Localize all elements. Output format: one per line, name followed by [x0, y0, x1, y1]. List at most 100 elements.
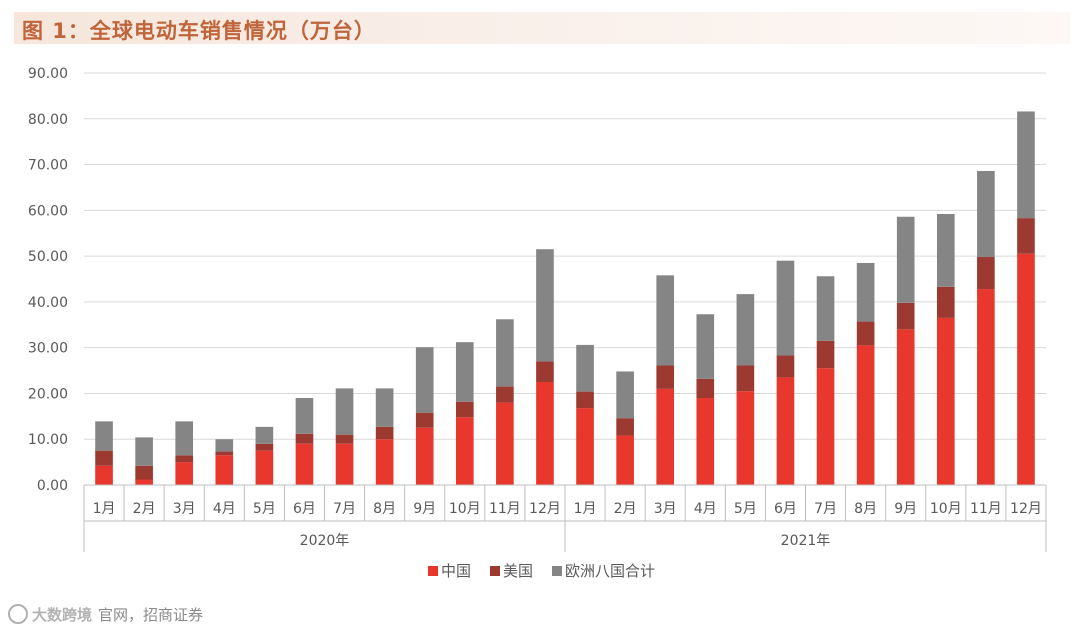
source-text: 官网，招商证券: [98, 606, 204, 624]
bar-usa-2020-10月: [455, 401, 474, 418]
y-tick-label: 20.00: [28, 386, 68, 402]
x-tick-label: 5月: [253, 501, 276, 517]
bar-usa-2020-7月: [335, 434, 354, 444]
bar-europe-2021-8月: [856, 262, 875, 322]
bar-europe-2021-3月: [656, 275, 675, 366]
bar-china-2021-2月: [616, 435, 634, 485]
bar-europe-2020-11月: [496, 319, 514, 387]
x-tick-label: 6月: [293, 501, 316, 517]
bar-china-2021-11月: [977, 289, 995, 485]
x-tick-label: 3月: [654, 501, 677, 517]
y-tick-label: 40.00: [28, 295, 68, 311]
y-tick-label: 60.00: [28, 203, 68, 219]
x-tick-label: 8月: [373, 501, 396, 517]
bar-china-2021-7月: [816, 368, 835, 485]
x-tick-label: 12月: [1010, 501, 1042, 517]
x-tick-label: 3月: [173, 501, 196, 517]
bar-china-2020-1月: [95, 465, 113, 485]
x-tick-label: 10月: [449, 501, 481, 517]
bar-europe-2021-2月: [616, 371, 634, 419]
bar-usa-2020-5月: [255, 443, 274, 451]
bar-china-2021-10月: [936, 317, 955, 485]
bar-usa-2020-3月: [175, 455, 194, 463]
bar-usa-2021-12月: [1017, 218, 1035, 254]
bar-europe-2020-10月: [455, 342, 474, 402]
bar-china-2020-8月: [375, 439, 394, 485]
bar-usa-2021-10月: [936, 286, 955, 318]
bar-china-2020-9月: [415, 427, 434, 485]
y-tick-label: 50.00: [28, 249, 68, 265]
bar-china-2020-10月: [455, 417, 474, 485]
bar-europe-2021-9月: [896, 216, 915, 303]
legend-label-0: 中国: [441, 562, 471, 580]
bar-europe-2020-8月: [375, 388, 394, 427]
bar-europe-2020-4月: [215, 439, 234, 452]
bar-usa-2021-7月: [816, 340, 835, 369]
x-tick-label: 2月: [133, 501, 156, 517]
bar-europe-2020-7月: [335, 388, 354, 435]
x-tick-label: 12月: [529, 501, 561, 517]
legend-label-1: 美国: [503, 562, 533, 580]
watermark-text: 大数跨境: [32, 606, 93, 624]
legend-swatch-2: [552, 566, 562, 576]
x-tick-label: 10月: [930, 501, 962, 517]
bar-usa-2021-6月: [776, 355, 795, 378]
x-tick-label: 6月: [774, 501, 797, 517]
bar-china-2020-2月: [135, 479, 153, 485]
x-tick-label: 9月: [894, 501, 917, 517]
y-tick-label: 90.00: [28, 66, 68, 82]
bar-china-2021-4月: [696, 398, 715, 485]
bar-usa-2021-3月: [656, 365, 675, 389]
bar-europe-2020-2月: [135, 437, 153, 466]
y-tick-label: 10.00: [28, 432, 68, 448]
x-tick-label: 1月: [93, 501, 116, 517]
bar-china-2020-7月: [335, 443, 354, 485]
bar-china-2021-1月: [576, 408, 594, 485]
bar-europe-2020-5月: [255, 426, 274, 444]
watermark-logo-icon: [8, 604, 28, 624]
bar-usa-2021-9月: [896, 302, 915, 330]
y-tick-label: 80.00: [28, 112, 68, 128]
bar-usa-2021-5月: [736, 365, 755, 392]
group-label: 2021年: [781, 533, 831, 549]
bar-europe-2020-9月: [415, 347, 434, 413]
x-tick-label: 11月: [489, 501, 521, 517]
bar-europe-2021-1月: [576, 344, 594, 392]
bar-usa-2021-2月: [616, 418, 634, 436]
bar-usa-2020-9月: [415, 412, 434, 428]
y-tick-label: 70.00: [28, 158, 68, 174]
y-tick-label: 30.00: [28, 341, 68, 357]
bar-usa-2021-8月: [856, 321, 875, 346]
source-line: 大数跨境 官网，招商证券: [8, 604, 203, 626]
chart-title: 图 1：全球电动车销售情况（万台）: [22, 19, 376, 43]
bar-china-2021-8月: [856, 345, 875, 485]
bar-europe-2021-5月: [736, 294, 755, 366]
bar-usa-2020-12月: [536, 361, 554, 382]
bar-europe-2020-3月: [175, 421, 194, 456]
x-tick-label: 1月: [574, 501, 597, 517]
legend-label-2: 欧洲八国合计: [565, 562, 655, 580]
bar-europe-2021-6月: [776, 260, 795, 356]
bar-china-2021-6月: [776, 377, 795, 485]
legend-swatch-0: [428, 566, 438, 576]
bar-europe-2021-10月: [936, 213, 955, 287]
bar-europe-2020-1月: [95, 421, 113, 451]
bar-europe-2021-4月: [696, 314, 715, 379]
bar-europe-2021-12月: [1017, 111, 1035, 219]
bar-usa-2020-2月: [135, 465, 153, 480]
bar-europe-2020-6月: [295, 398, 314, 434]
bar-europe-2021-7月: [816, 276, 835, 341]
bar-usa-2020-4月: [215, 451, 234, 456]
bar-usa-2020-6月: [295, 433, 314, 444]
bar-usa-2021-1月: [576, 391, 594, 409]
title-bar: 图 1：全球电动车销售情况（万台）: [14, 12, 1070, 44]
bar-china-2021-12月: [1017, 253, 1035, 485]
bar-usa-2020-8月: [375, 426, 394, 440]
bar-china-2020-12月: [536, 382, 554, 485]
group-label: 2020年: [300, 533, 350, 549]
x-tick-label: 9月: [413, 501, 436, 517]
x-tick-label: 2月: [614, 501, 637, 517]
bar-china-2020-6月: [295, 443, 314, 485]
bar-china-2020-5月: [255, 450, 274, 485]
x-tick-label: 4月: [213, 501, 236, 517]
